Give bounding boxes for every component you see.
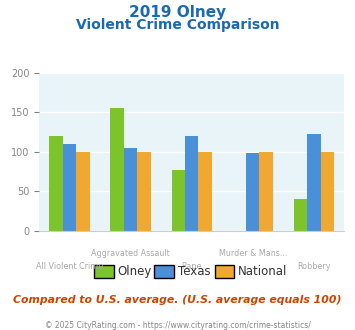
Bar: [137, 152, 151, 231]
Text: National: National: [238, 265, 287, 278]
Text: Rape: Rape: [181, 262, 202, 271]
Text: Murder & Mans...: Murder & Mans...: [219, 249, 287, 258]
Text: All Violent Crime: All Violent Crime: [36, 262, 103, 271]
Bar: [246, 153, 260, 231]
Text: Olney: Olney: [117, 265, 152, 278]
Bar: [260, 152, 273, 231]
Bar: [110, 108, 124, 231]
Text: © 2025 CityRating.com - https://www.cityrating.com/crime-statistics/: © 2025 CityRating.com - https://www.city…: [45, 321, 310, 330]
Bar: [124, 148, 137, 231]
Bar: [171, 170, 185, 231]
Bar: [294, 199, 307, 231]
Bar: [198, 152, 212, 231]
Text: Aggravated Assault: Aggravated Assault: [91, 249, 170, 258]
Bar: [63, 144, 76, 231]
Text: 2019 Olney: 2019 Olney: [129, 5, 226, 20]
Bar: [307, 134, 321, 231]
Bar: [321, 152, 334, 231]
Bar: [76, 152, 90, 231]
Text: Texas: Texas: [178, 265, 210, 278]
Text: Violent Crime Comparison: Violent Crime Comparison: [76, 18, 279, 32]
Bar: [185, 136, 198, 231]
Text: Robbery: Robbery: [297, 262, 331, 271]
Bar: [49, 136, 63, 231]
Text: Compared to U.S. average. (U.S. average equals 100): Compared to U.S. average. (U.S. average …: [13, 295, 342, 305]
